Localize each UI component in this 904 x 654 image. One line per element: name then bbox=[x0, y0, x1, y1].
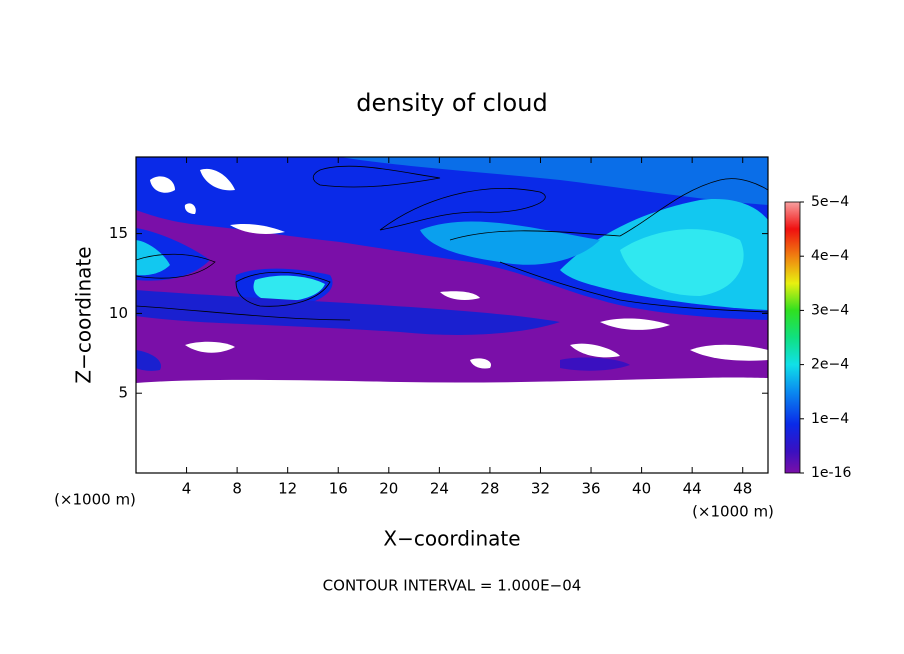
x-tick-label: 24 bbox=[430, 480, 449, 498]
y-tick-label: 10 bbox=[109, 304, 128, 322]
y-axis-title: Z−coordinate bbox=[72, 246, 96, 383]
x-tick-label: 4 bbox=[182, 480, 192, 498]
colorbar bbox=[784, 201, 801, 474]
x-axis-title: X−coordinate bbox=[383, 527, 520, 551]
x-tick-label: 36 bbox=[581, 480, 600, 498]
plot-frame bbox=[135, 156, 769, 474]
x-tick-label: 32 bbox=[531, 480, 550, 498]
colorbar-tick-label: 2e−4 bbox=[811, 357, 849, 373]
contour-field bbox=[136, 157, 768, 473]
x-tick-label: 8 bbox=[232, 480, 242, 498]
x-tick-label: 28 bbox=[480, 480, 499, 498]
x-tick-label: 40 bbox=[632, 480, 651, 498]
chart-title: density of cloud bbox=[356, 89, 547, 117]
x-tick-label: 20 bbox=[379, 480, 398, 498]
x-unit-label: (×1000 m) bbox=[692, 503, 774, 521]
y-tick-label: 15 bbox=[109, 224, 128, 242]
colorbar-tick-label: 3e−4 bbox=[811, 302, 849, 318]
colorbar-tick-label: 5e−4 bbox=[811, 194, 849, 210]
x-tick-label: 16 bbox=[329, 480, 348, 498]
x-tick-label: 44 bbox=[683, 480, 702, 498]
x-tick-label: 48 bbox=[733, 480, 752, 498]
x-tick-label: 12 bbox=[278, 480, 297, 498]
annotation: CONTOUR INTERVAL = 1.000E−04 bbox=[323, 577, 582, 595]
y-unit-label: (×1000 m) bbox=[54, 491, 136, 509]
colorbar-tick-label: 1e-16 bbox=[811, 465, 851, 481]
colorbar-tick-label: 4e−4 bbox=[811, 248, 849, 264]
colorbar-tick-label: 1e−4 bbox=[811, 411, 849, 427]
y-tick-label: 5 bbox=[118, 384, 128, 402]
